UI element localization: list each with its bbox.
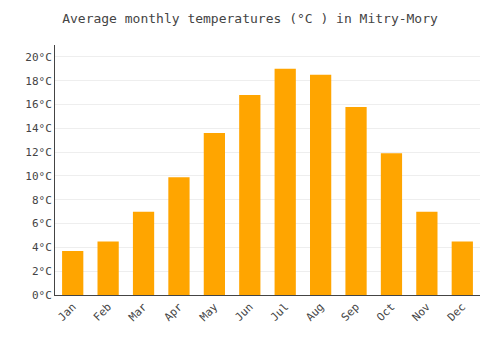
- svg-text:18°C: 18°C: [25, 75, 52, 88]
- svg-text:12°C: 12°C: [25, 146, 52, 159]
- svg-text:Oct: Oct: [374, 301, 397, 324]
- svg-text:Nov: Nov: [410, 300, 434, 324]
- svg-text:May: May: [197, 300, 221, 324]
- svg-text:Sep: Sep: [339, 301, 362, 324]
- svg-text:Feb: Feb: [91, 301, 114, 324]
- svg-text:20°C: 20°C: [25, 51, 52, 64]
- svg-text:Aug: Aug: [303, 301, 326, 324]
- svg-text:8°C: 8°C: [32, 194, 52, 207]
- svg-text:14°C: 14°C: [25, 122, 52, 135]
- svg-text:Average monthly temperatures (: Average monthly temperatures (°C ) in Mi…: [62, 11, 438, 26]
- svg-text:Jul: Jul: [268, 301, 291, 324]
- svg-text:Apr: Apr: [162, 300, 186, 324]
- svg-text:Jun: Jun: [233, 301, 256, 324]
- svg-text:16°C: 16°C: [25, 98, 52, 111]
- svg-text:2°C: 2°C: [32, 265, 52, 278]
- svg-text:6°C: 6°C: [32, 217, 52, 230]
- svg-text:Mar: Mar: [126, 300, 150, 324]
- svg-text:10°C: 10°C: [25, 170, 52, 183]
- svg-text:0°C: 0°C: [32, 289, 52, 302]
- svg-text:4°C: 4°C: [32, 241, 52, 254]
- svg-text:Dec: Dec: [445, 301, 468, 324]
- svg-text:Jan: Jan: [55, 301, 78, 324]
